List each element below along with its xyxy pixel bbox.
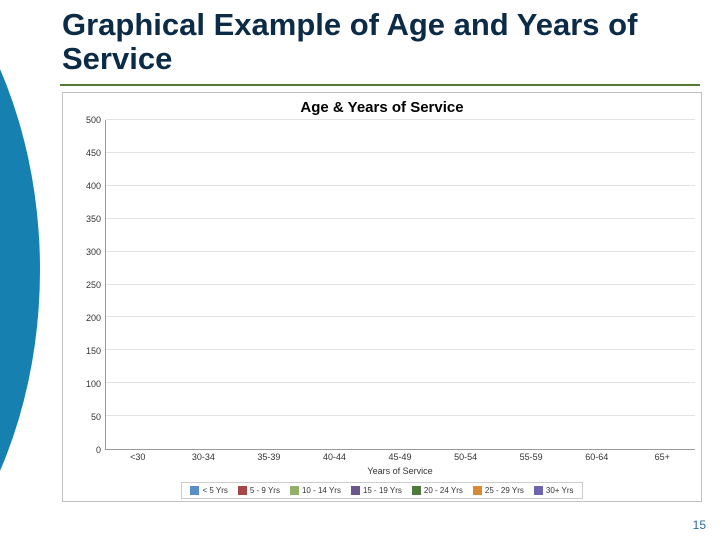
legend-item: < 5 Yrs — [190, 486, 227, 495]
x-tick-label: 30-34 — [171, 452, 237, 462]
plot-area — [105, 120, 695, 450]
bar-slot — [302, 120, 367, 449]
bar-slot — [106, 120, 171, 449]
legend-item: 20 - 24 Yrs — [412, 486, 463, 495]
y-tick-label: 350 — [86, 214, 101, 224]
bar-slot — [630, 120, 695, 449]
y-tick-label: 300 — [86, 247, 101, 257]
legend-label: 5 - 9 Yrs — [250, 486, 280, 495]
x-tick-label: 50-54 — [433, 452, 499, 462]
bar-slot — [433, 120, 498, 449]
x-tick-label: 45-49 — [367, 452, 433, 462]
x-tick-label: 60-64 — [564, 452, 630, 462]
legend-item: 5 - 9 Yrs — [238, 486, 280, 495]
legend-label: 10 - 14 Yrs — [302, 486, 341, 495]
legend-swatch — [238, 486, 247, 495]
y-tick-label: 100 — [86, 379, 101, 389]
plot-row: 050100150200250300350400450500 — [69, 120, 695, 450]
y-tick-label: 150 — [86, 346, 101, 356]
y-tick-label: 0 — [96, 445, 101, 455]
legend-label: 25 - 29 Yrs — [485, 486, 524, 495]
legend: < 5 Yrs 5 - 9 Yrs 10 - 14 Yrs 15 - 19 Yrs 20… — [181, 482, 582, 499]
bar-slot — [237, 120, 302, 449]
legend-item: 10 - 14 Yrs — [290, 486, 341, 495]
x-tick-label: 40-44 — [302, 452, 368, 462]
legend-swatch — [351, 486, 360, 495]
x-tick-label: <30 — [105, 452, 171, 462]
legend-swatch — [190, 486, 199, 495]
y-tick-label: 250 — [86, 280, 101, 290]
title-underline — [60, 84, 700, 86]
legend-label: 20 - 24 Yrs — [424, 486, 463, 495]
bars-group — [106, 120, 695, 449]
y-tick-label: 500 — [86, 115, 101, 125]
legend-swatch — [290, 486, 299, 495]
x-axis: <3030-3435-3940-4445-4950-5455-5960-6465… — [105, 450, 695, 462]
legend-swatch — [473, 486, 482, 495]
chart-container: Age & Years of Service 0 50 100 150 200 250 30… — [62, 92, 702, 502]
y-tick-label: 50 — [91, 412, 101, 422]
legend-item: 15 - 19 Yrs — [351, 486, 402, 495]
legend-item: 25 - 29 Yrs — [473, 486, 524, 495]
slide-title: Graphical Example of Age and Years of Se… — [62, 8, 692, 76]
legend-swatch — [412, 486, 421, 495]
legend-swatch — [534, 486, 543, 495]
legend-item: 30+ Yrs — [534, 486, 574, 495]
legend-label: 30+ Yrs — [546, 486, 574, 495]
page-number: 15 — [693, 518, 706, 532]
sidebar-accent — [0, 0, 55, 540]
bar-slot — [564, 120, 629, 449]
bar-slot — [368, 120, 433, 449]
x-axis-title: Years of Service — [105, 462, 695, 476]
chart-title: Age & Years of Service — [69, 97, 695, 120]
legend-label: < 5 Yrs — [202, 486, 227, 495]
y-axis: 050100150200250300350400450500 — [69, 120, 105, 450]
x-tick-label: 35-39 — [236, 452, 302, 462]
y-tick-label: 450 — [86, 148, 101, 158]
y-tick-label: 400 — [86, 181, 101, 191]
x-tick-label: 55-59 — [498, 452, 564, 462]
legend-label: 15 - 19 Yrs — [363, 486, 402, 495]
bar-slot — [171, 120, 236, 449]
y-tick-label: 200 — [86, 313, 101, 323]
x-tick-label: 65+ — [630, 452, 696, 462]
bar-slot — [499, 120, 564, 449]
